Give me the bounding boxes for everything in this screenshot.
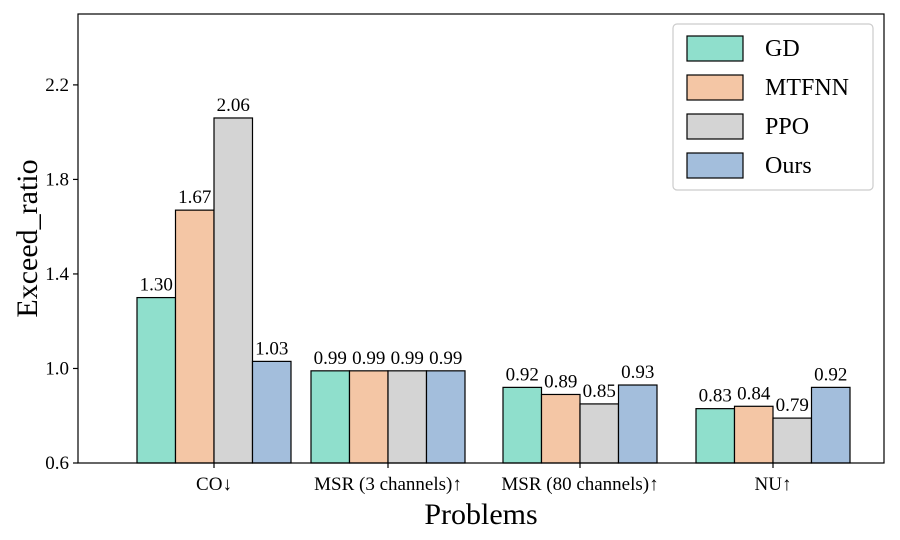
data-label: 0.89: [544, 371, 577, 392]
bar-ppo-2: [579, 403, 620, 464]
y-tick-label: 1.4: [45, 264, 69, 285]
y-tick-label: 0.6: [45, 453, 69, 474]
data-label: 0.92: [814, 364, 847, 385]
legend-swatch-ours: [686, 152, 744, 179]
data-label: 0.79: [776, 395, 809, 416]
data-label: 1.03: [255, 338, 288, 359]
y-tick-label: 1.8: [45, 169, 69, 190]
data-label: 0.83: [699, 386, 732, 407]
legend-swatch-ppo: [686, 113, 744, 140]
data-label: 0.99: [352, 348, 385, 369]
data-labels-group: 1.301.672.061.03 0.99 0.99 0.99 0.990.92 0.89…: [140, 95, 848, 416]
legend-label-ppo: PPO: [765, 114, 809, 140]
bar-ppo-0: [213, 117, 254, 464]
bar-ours-3: [810, 386, 851, 464]
bar-mtfnn-1: [348, 370, 389, 464]
x-tick-label: CO↓: [196, 474, 232, 495]
legend-box: [672, 23, 874, 191]
data-label: 1.67: [178, 187, 211, 208]
data-label: 0.99: [429, 348, 462, 369]
bar-ppo-1: [387, 370, 428, 464]
bar-gd-1: [310, 370, 351, 464]
legend-label-gd: GD: [765, 36, 800, 62]
data-label: 2.06: [217, 95, 250, 116]
bar-gd-3: [695, 408, 736, 464]
legend-swatch-mtfnn: [686, 74, 744, 101]
y-axis-title: Exceed_ratio: [11, 159, 44, 317]
x-tick-label: MSR (80 channels)↑: [501, 474, 658, 495]
data-label: 0.85: [583, 381, 616, 402]
bar-ours-0: [251, 360, 292, 464]
data-label: 1.30: [140, 275, 173, 296]
data-label: 0.99: [314, 348, 347, 369]
data-label: 0.84: [737, 383, 771, 404]
bar-ours-2: [617, 384, 658, 464]
bar-ours-1: [425, 370, 466, 464]
x-tick-label: MSR (3 channels)↑: [314, 474, 462, 495]
x-tick-label: NU↑: [755, 474, 792, 495]
x-axis-title: Problems: [424, 498, 537, 531]
legend-swatch-gd: [686, 35, 744, 62]
bar-mtfnn-2: [540, 393, 581, 464]
bars-group: [136, 117, 851, 464]
bar-gd-2: [502, 386, 543, 464]
y-axis: 0.6 1.0 1.4 1.8 2.2: [45, 75, 78, 474]
legend-label-mtfnn: MTFNN: [765, 75, 849, 101]
bar-ppo-3: [772, 417, 813, 464]
data-label: 0.92: [506, 364, 539, 385]
data-label: 0.99: [391, 348, 424, 369]
legend-label-ours: Ours: [765, 153, 812, 179]
y-tick-label: 1.0: [45, 358, 69, 379]
y-tick-label: 2.2: [45, 75, 69, 96]
legend: GD MTFNN PPO Ours: [672, 23, 874, 191]
bar-gd-0: [136, 296, 177, 464]
x-axis: CO↓ MSR (3 channels)↑ MSR (80 channels)↑ NU…: [196, 463, 791, 495]
plot-frame: [77, 13, 885, 464]
data-label: 0.93: [621, 362, 654, 383]
bar-mtfnn-0: [174, 209, 215, 464]
bar-mtfnn-3: [733, 405, 774, 464]
